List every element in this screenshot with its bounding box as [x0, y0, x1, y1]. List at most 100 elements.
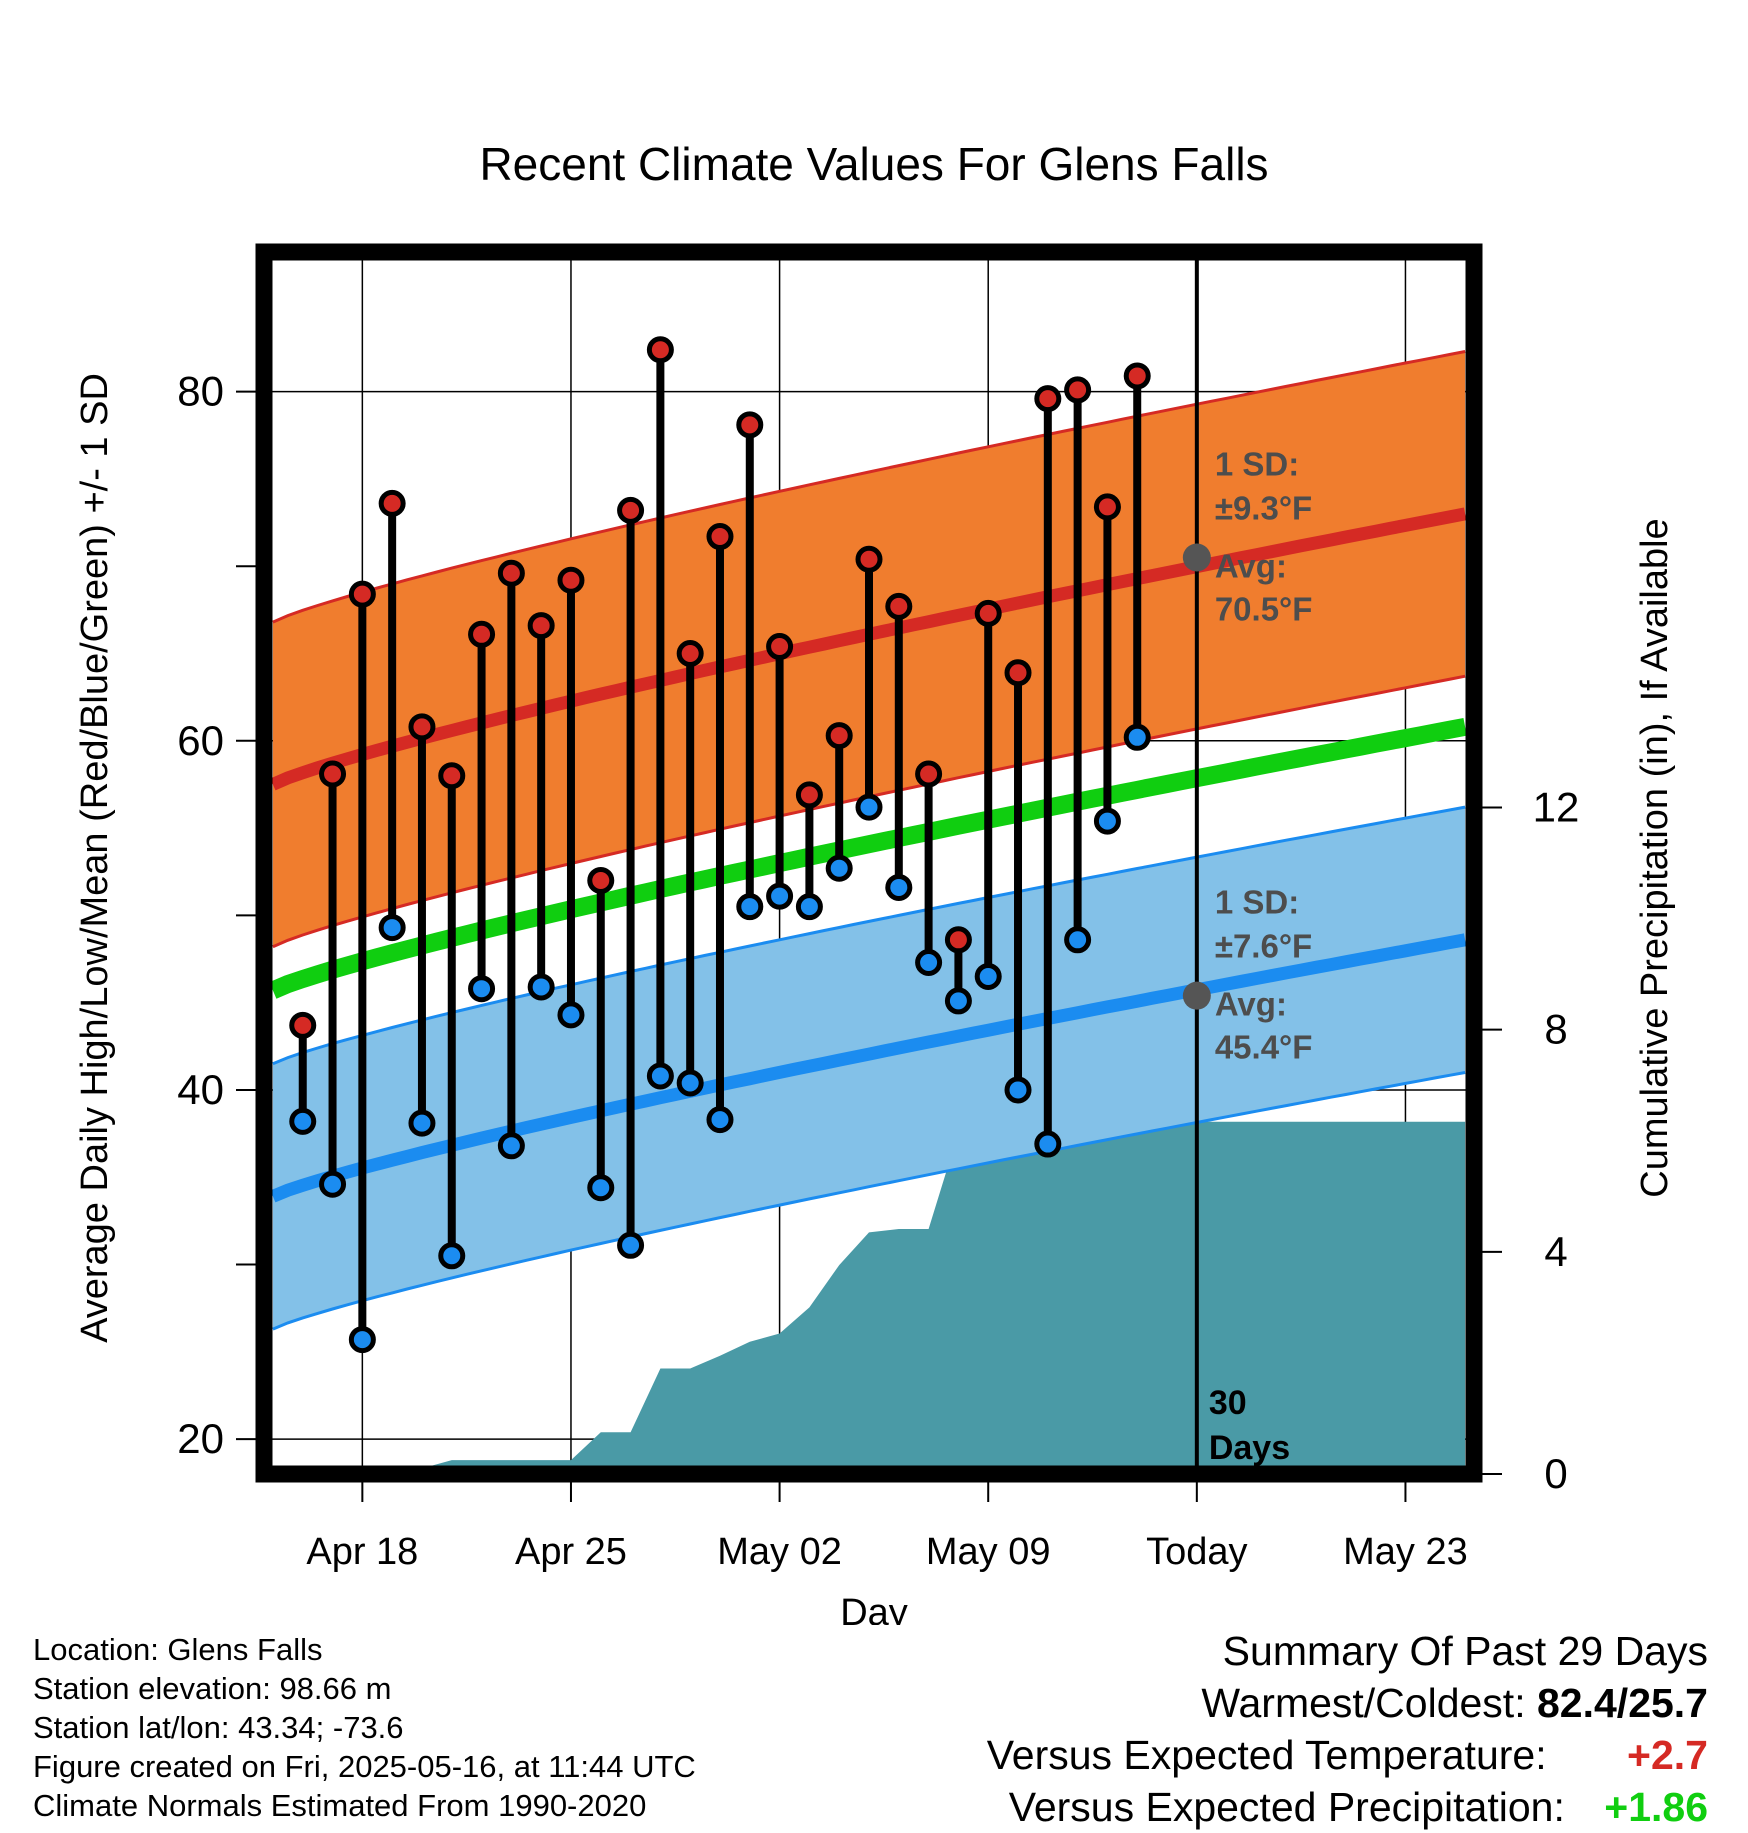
- y-tick-label-20: 20: [177, 1415, 224, 1462]
- low-point-22: [915, 949, 943, 977]
- high-point-24: [974, 599, 1002, 627]
- low-point-11: [587, 1174, 615, 1202]
- high-point-2: [319, 760, 347, 788]
- high-point-16: [736, 411, 764, 439]
- x-tick-label-3: May 09: [926, 1531, 1051, 1573]
- low-point-6: [438, 1242, 466, 1270]
- high-point-8: [497, 559, 525, 587]
- high-point-28: [1093, 493, 1121, 521]
- low-point-18: [795, 893, 823, 921]
- high-point-7: [468, 620, 496, 648]
- low-point-29: [1123, 723, 1151, 751]
- y2-axis-label: Cumulative Precipitation (in), If Availa…: [1634, 518, 1676, 1197]
- high-sd-value: ±9.3°F: [1215, 490, 1312, 527]
- high-point-20: [855, 545, 883, 573]
- high-point-17: [766, 633, 794, 661]
- latlon-text: Station lat/lon: 43.34; -73.6: [33, 1710, 404, 1745]
- precip-value: +1.86: [1604, 1784, 1708, 1830]
- high-point-6: [438, 762, 466, 790]
- low-point-14: [676, 1069, 704, 1097]
- low-point-24: [974, 962, 1002, 990]
- today-low-avg-marker: [1182, 981, 1211, 1010]
- x-tick-label-5: May 23: [1343, 1531, 1468, 1573]
- x-tick-label-0: Apr 18: [306, 1531, 418, 1573]
- y-tick-label-80: 80: [177, 368, 224, 415]
- precip-area: [272, 1121, 1466, 1474]
- warm-cold-value: 82.4/25.7: [1537, 1680, 1708, 1726]
- low-point-3: [348, 1326, 376, 1354]
- high-sd-label: 1 SD:: [1215, 446, 1299, 483]
- low-point-20: [855, 793, 883, 821]
- x-tick-label-4: Today: [1146, 1531, 1247, 1573]
- low-point-12: [617, 1231, 645, 1259]
- low-avg-label: Avg:: [1215, 986, 1287, 1023]
- low-point-7: [468, 975, 496, 1003]
- high-avg-label: Avg:: [1215, 548, 1287, 585]
- warm-cold-label: Warmest/Coldest:: [1201, 1680, 1526, 1726]
- high-point-15: [706, 523, 734, 551]
- high-point-27: [1064, 376, 1092, 404]
- location-text: Location: Glens Falls: [33, 1632, 323, 1667]
- x-tick-label-2: May 02: [717, 1531, 842, 1573]
- y2-tick-label-12: 12: [1533, 783, 1580, 830]
- low-sd-value: ±7.6°F: [1215, 928, 1312, 965]
- low-sd-label: 1 SD:: [1215, 884, 1299, 921]
- plot-frame: [255, 243, 1483, 1483]
- low-band-upper: [272, 805, 1466, 1066]
- low-point-25: [1004, 1076, 1032, 1104]
- high-point-10: [557, 566, 585, 594]
- days-word-label: Days: [1209, 1429, 1290, 1467]
- low-point-8: [497, 1132, 525, 1160]
- high-point-12: [617, 496, 645, 524]
- normal-low-line: [270, 933, 1467, 1203]
- temp-value: +2.7: [1627, 1732, 1708, 1778]
- high-point-23: [944, 926, 972, 954]
- y2-tick-label-4: 4: [1544, 1228, 1567, 1275]
- low-point-28: [1093, 807, 1121, 835]
- low-point-16: [736, 893, 764, 921]
- normal-mean-line: [269, 717, 1467, 999]
- low-point-1: [289, 1107, 317, 1135]
- low-point-10: [557, 1001, 585, 1029]
- y2-tick-label-8: 8: [1544, 1006, 1567, 1053]
- high-point-22: [915, 760, 943, 788]
- y-tick-label-40: 40: [177, 1066, 224, 1113]
- high-point-4: [378, 489, 406, 517]
- low-sd-band: [272, 807, 1466, 1330]
- low-point-21: [885, 873, 913, 901]
- low-point-19: [825, 854, 853, 882]
- high-point-9: [527, 612, 555, 640]
- chart-title: Recent Climate Values For Glens Falls: [479, 138, 1268, 190]
- summary-title: Summary Of Past 29 Days: [1222, 1628, 1708, 1674]
- low-point-26: [1034, 1130, 1062, 1158]
- days-count-label: 30: [1209, 1384, 1247, 1422]
- created-text: Figure created on Fri, 2025-05-16, at 11…: [33, 1749, 696, 1784]
- low-point-23: [944, 987, 972, 1015]
- high-point-19: [825, 722, 853, 750]
- high-point-29: [1123, 362, 1151, 390]
- high-point-25: [1004, 659, 1032, 687]
- elevation-text: Station elevation: 98.66 m: [33, 1671, 392, 1706]
- high-point-21: [885, 592, 913, 620]
- high-point-14: [676, 640, 704, 668]
- warm-cold-row: Warmest/Coldest: 82.4/25.7: [987, 1677, 1708, 1729]
- high-point-1: [289, 1011, 317, 1039]
- low-band-lower: [272, 1071, 1466, 1331]
- station-info: Location: Glens Falls Station elevation:…: [33, 1630, 696, 1825]
- high-point-5: [408, 713, 436, 741]
- climate-chart: Recent Climate Values For Glens Falls 1 …: [74, 138, 1676, 1625]
- x-axis-label: Day: [840, 1592, 908, 1625]
- precip-label: Versus Expected Precipitation:: [1008, 1784, 1565, 1830]
- y-axis-label: Average Daily High/Low/Mean (Red/Blue/Gr…: [74, 373, 116, 1343]
- low-point-4: [378, 914, 406, 942]
- today-high-avg-marker: [1182, 543, 1211, 572]
- low-avg-value: 45.4°F: [1215, 1029, 1313, 1066]
- low-point-15: [706, 1106, 734, 1134]
- temp-row: Versus Expected Temperature: +2.7: [987, 1729, 1708, 1781]
- temp-label: Versus Expected Temperature:: [986, 1732, 1547, 1778]
- low-point-17: [766, 882, 794, 910]
- high-point-13: [646, 336, 674, 364]
- high-band-upper: [272, 350, 1466, 624]
- y2-tick-label-0: 0: [1544, 1450, 1567, 1497]
- low-point-2: [319, 1170, 347, 1198]
